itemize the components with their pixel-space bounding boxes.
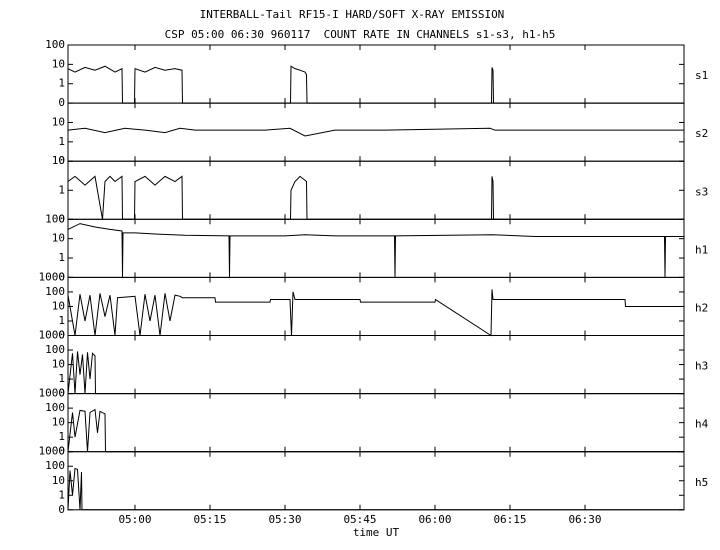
y-tick-label: 100 <box>45 38 65 51</box>
y-tick-label: 100 <box>45 212 65 225</box>
x-tick-label: 05:00 <box>118 513 151 526</box>
x-tick-label: 05:30 <box>268 513 301 526</box>
chart-title: INTERBALL-Tail RF15-I HARD/SOFT X-RAY EM… <box>200 8 505 21</box>
panel-label: s2 <box>695 127 708 140</box>
y-tick-label: 1 <box>58 488 65 501</box>
y-tick-label: 1000 <box>39 387 66 400</box>
y-tick-label: 1000 <box>39 445 66 458</box>
y-tick-label: 1 <box>58 135 65 148</box>
x-axis-label: time UT <box>353 526 400 539</box>
data-line <box>67 467 684 511</box>
chart-subtitle: CSP 05:00 06:30 960117 COUNT RATE IN CHA… <box>165 28 556 41</box>
data-line <box>67 223 684 278</box>
y-tick-label: 10 <box>52 57 65 70</box>
y-tick-label: 0 <box>58 270 65 283</box>
data-line <box>67 65 684 104</box>
y-tick-label: 100 <box>45 285 65 298</box>
data-line <box>67 408 684 453</box>
panel-frame <box>67 44 685 104</box>
y-tick-label: 1000 <box>39 270 66 283</box>
y-tick-label: 0 <box>58 212 65 225</box>
data-line <box>67 289 684 337</box>
panel-label: h2 <box>695 301 708 314</box>
panel-label: h5 <box>695 476 708 489</box>
y-tick-label: 10 <box>52 232 65 245</box>
data-line <box>67 175 684 220</box>
panel-label: s1 <box>695 69 708 82</box>
y-tick-label: 10 <box>52 474 65 487</box>
y-tick-label: 0 <box>58 387 65 400</box>
x-tick-label: 06:00 <box>418 513 451 526</box>
panel-frame <box>67 276 685 336</box>
y-tick-label: 1000 <box>39 329 66 342</box>
panel-frame <box>67 335 685 395</box>
y-tick-label: 1 <box>58 430 65 443</box>
y-tick-label: 1 <box>58 372 65 385</box>
panel-frame <box>67 451 685 511</box>
y-tick-label: 100 <box>45 401 65 414</box>
x-tick-label: 06:15 <box>493 513 526 526</box>
data-line <box>67 351 684 395</box>
y-tick-label: 1 <box>58 314 65 327</box>
panel-label: h3 <box>695 360 708 373</box>
y-tick-label: 10 <box>52 115 65 128</box>
x-tick-label: 05:45 <box>343 513 376 526</box>
panel-label: s3 <box>695 185 708 198</box>
y-tick-label: 100 <box>45 343 65 356</box>
panel-frame <box>67 218 685 278</box>
panel-frame <box>67 160 685 220</box>
y-tick-label: 1 <box>58 183 65 196</box>
panel-label: h4 <box>695 418 709 431</box>
y-tick-label: 0 <box>58 96 65 109</box>
y-tick-label: 10 <box>52 358 65 371</box>
panel-frame <box>67 393 685 453</box>
data-line <box>67 127 684 137</box>
panel-label: h1 <box>695 243 708 256</box>
y-tick-label: 10 <box>52 416 65 429</box>
y-tick-label: 0 <box>58 329 65 342</box>
y-tick-label: 1 <box>58 251 65 264</box>
x-tick-label: 05:15 <box>193 513 226 526</box>
y-tick-label: 100 <box>45 459 65 472</box>
y-tick-label: 0 <box>58 503 65 516</box>
y-tick-label: 1 <box>58 77 65 90</box>
y-tick-label: 10 <box>52 299 65 312</box>
y-tick-label: 0 <box>58 445 65 458</box>
y-tick-label: 10 <box>52 154 65 167</box>
y-tick-label: 0 <box>58 154 65 167</box>
x-tick-label: 06:30 <box>568 513 601 526</box>
